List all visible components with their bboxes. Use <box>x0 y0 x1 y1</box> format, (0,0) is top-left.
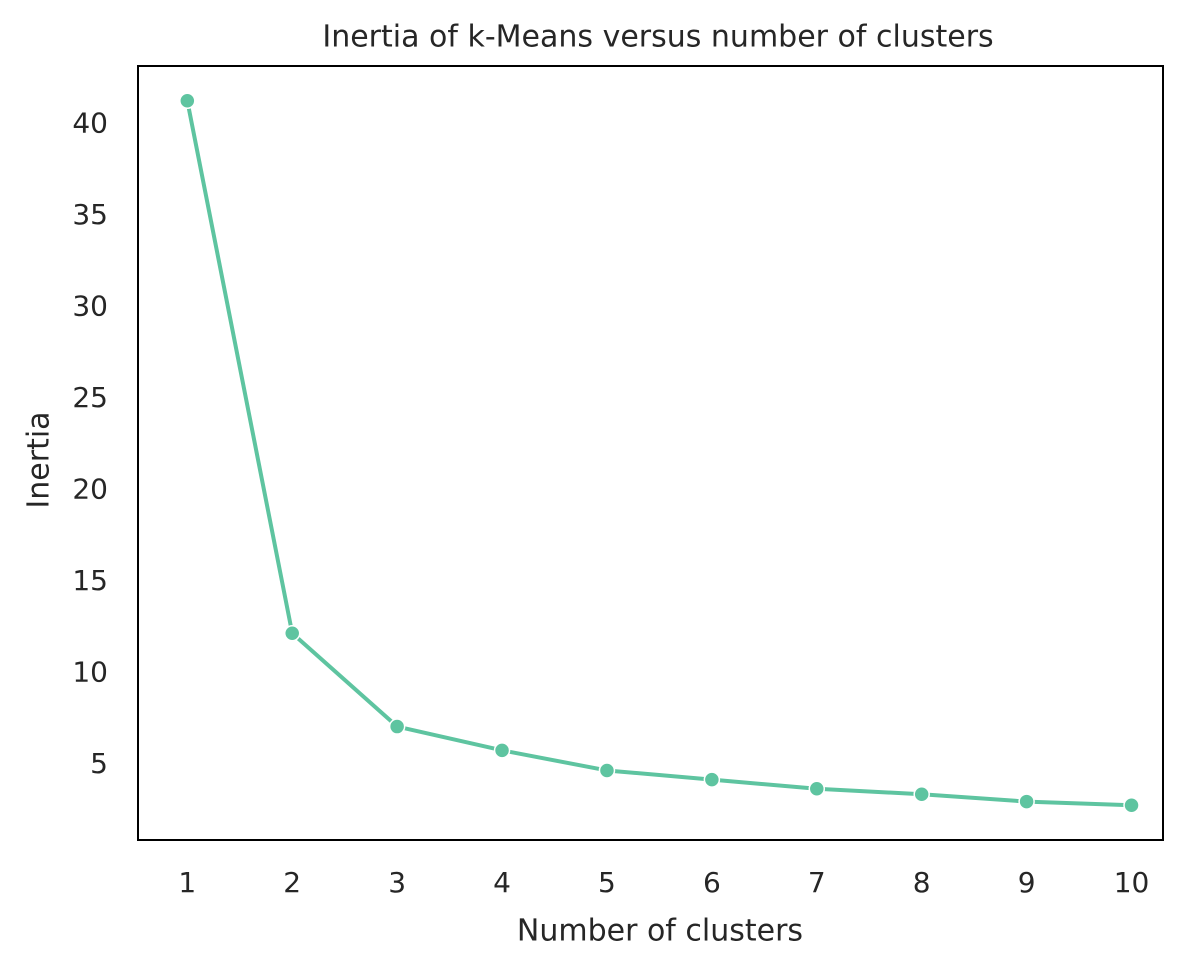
point <box>913 786 930 803</box>
y-tick-label: 20 <box>72 473 108 506</box>
x-tick-label: 10 <box>1114 866 1150 899</box>
y-tick-label: 40 <box>72 107 108 140</box>
point <box>703 771 721 788</box>
point <box>388 718 406 735</box>
y-tick-label: 35 <box>72 198 108 231</box>
x-tick-label: 1 <box>178 866 196 899</box>
y-tick-label: 30 <box>72 290 108 323</box>
line <box>185 100 1132 808</box>
x-tick-label: 6 <box>703 866 721 899</box>
point <box>808 780 826 798</box>
x-tick-label: 5 <box>598 866 616 899</box>
x-axis-label: Number of clusters <box>517 914 803 949</box>
point <box>598 762 616 779</box>
point <box>1123 796 1140 814</box>
x-tick-label: 8 <box>913 866 931 899</box>
y-tick-label: 5 <box>90 747 108 780</box>
y-tick-label: 25 <box>72 381 108 414</box>
point <box>179 92 196 110</box>
point <box>1018 793 1035 810</box>
x-tick-label: 9 <box>1018 866 1036 899</box>
chart-title: Inertia of k-Means versus number of clus… <box>322 20 993 55</box>
x-tick-label: 2 <box>283 866 301 899</box>
x-tick-label: 4 <box>493 866 511 899</box>
point <box>283 624 301 642</box>
x-tick-label: 7 <box>808 866 826 899</box>
y-axis-label: Inertia <box>22 411 57 508</box>
plot-frame <box>137 65 1164 841</box>
y-tick-label: 15 <box>72 564 108 597</box>
x-tick-label: 3 <box>388 866 406 899</box>
point <box>493 742 511 759</box>
y-tick-label: 10 <box>72 655 108 688</box>
